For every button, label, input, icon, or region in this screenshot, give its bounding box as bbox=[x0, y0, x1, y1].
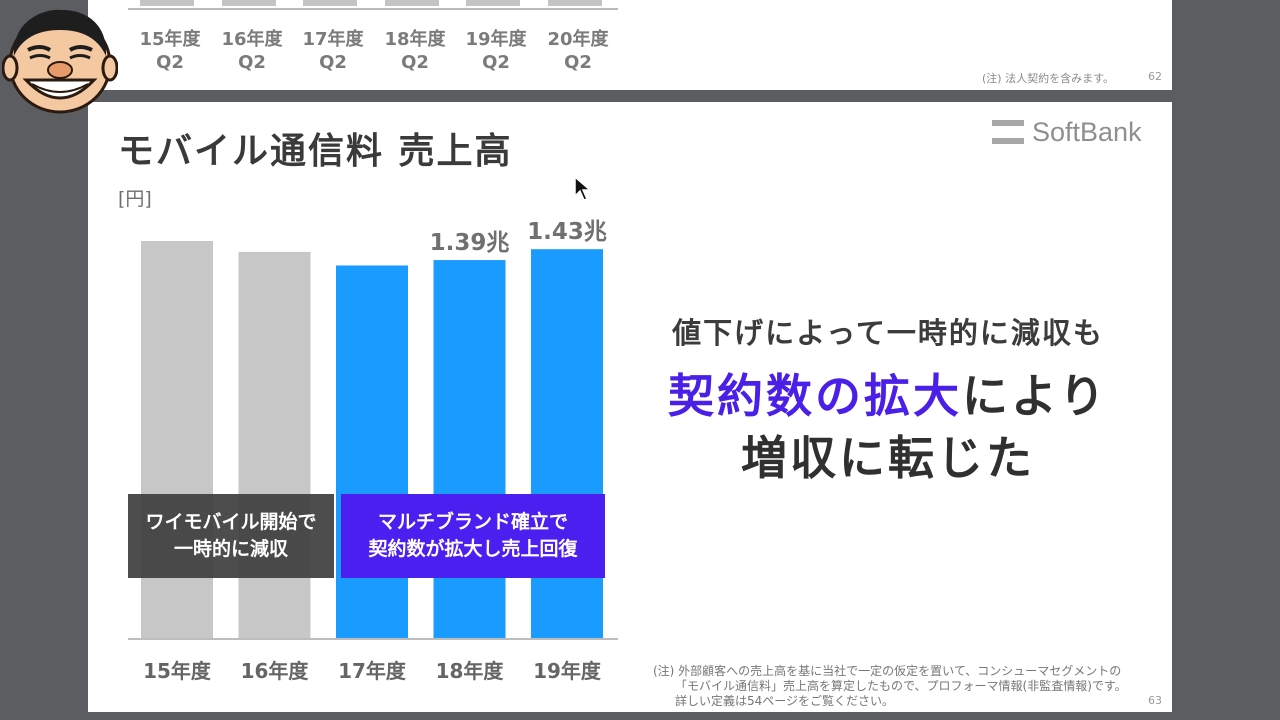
callout-line: 一時的に減収 bbox=[173, 538, 288, 560]
prev-bar bbox=[222, 0, 276, 6]
bar-15年度 bbox=[141, 241, 213, 638]
prev-tick-label: 19年度 Q2 bbox=[465, 29, 527, 73]
prev-bar bbox=[548, 0, 602, 6]
callout-multibrand: マルチブランド確立で 契約数が拡大し売上回復 bbox=[341, 494, 605, 578]
prev-footnote: (注) 法人契約を含みます。 bbox=[982, 72, 1114, 85]
prev-bar bbox=[385, 0, 439, 6]
mouse-pointer-icon bbox=[574, 176, 592, 201]
callout-line: マルチブランド確立で bbox=[377, 511, 568, 533]
prev-bar bbox=[466, 0, 520, 6]
current-slide: モバイル通信料 売上高 SoftBank [円] 15年度 16年度 17年度 18年… bbox=[88, 102, 1172, 712]
footnote: (注) 外部顧客への売上高を基に当社で一定の仮定を置いて、コンシューマセグメント… bbox=[653, 664, 1127, 709]
bar-18年度 bbox=[433, 260, 506, 638]
revenue-bar-chart: 15年度 16年度 17年度 18年度 1.39兆 19年度 1.43兆 bbox=[128, 219, 618, 683]
prev-tick-label: 15年度 Q2 bbox=[139, 29, 201, 73]
y-unit-label: [円] bbox=[118, 188, 152, 210]
previous-slide: 15年度 Q2 16年度 Q2 17年度 Q2 18年度 Q2 19年度 Q2 20年度 Q… bbox=[88, 0, 1172, 90]
prev-tick-label: 16年度 Q2 bbox=[221, 29, 283, 73]
prev-tick-label: 18年度 Q2 bbox=[384, 29, 446, 73]
prev-tick-label: 20年度 Q2 bbox=[547, 29, 609, 73]
bar-17年度 bbox=[336, 265, 408, 638]
footnote-line: 「モバイル通信料」売上高を算定したもので、プロフォーマ情報(非監査情報)です。 bbox=[675, 679, 1127, 693]
presenter-avatar bbox=[2, 9, 118, 114]
prev-tick-label: 17年度 Q2 bbox=[302, 29, 364, 73]
callout-line: ワイモバイル開始で bbox=[145, 511, 317, 533]
softbank-logo-icon bbox=[992, 120, 1024, 144]
slide-title: モバイル通信料 売上高 bbox=[118, 131, 513, 172]
callout-line: 契約数が拡大し売上回復 bbox=[368, 538, 578, 560]
value-label: 1.39兆 bbox=[430, 230, 510, 256]
logo-text: SoftBank bbox=[1032, 116, 1142, 147]
page-number: 63 bbox=[1148, 694, 1162, 707]
footnote-line: 詳しい定義は54ページをご覧ください。 bbox=[675, 694, 895, 708]
bar-16年度 bbox=[238, 251, 311, 638]
prev-bar bbox=[140, 0, 194, 6]
message-highlight: 契約数の拡大 bbox=[667, 369, 962, 423]
message-line-2: 契約数の拡大により bbox=[628, 360, 1148, 426]
x-tick-label: 15年度 bbox=[143, 659, 212, 683]
x-tick-label: 18年度 bbox=[436, 659, 505, 683]
x-tick-label: 17年度 bbox=[338, 659, 407, 683]
prev-page-number: 62 bbox=[1148, 70, 1162, 83]
softbank-logo: SoftBank bbox=[992, 116, 1142, 148]
x-tick-label: 16年度 bbox=[241, 659, 310, 683]
prev-bar bbox=[303, 0, 357, 6]
footnote-line: (注) 外部顧客への売上高を基に当社で一定の仮定を置いて、コンシューマセグメント… bbox=[653, 664, 1122, 678]
x-tick-label: 19年度 bbox=[533, 659, 602, 683]
bar-19年度 bbox=[531, 249, 603, 638]
callout-ymobile: ワイモバイル開始で 一時的に減収 bbox=[128, 494, 334, 578]
value-label: 1.43兆 bbox=[527, 219, 607, 245]
prev-axis-line bbox=[128, 8, 618, 10]
message-line-3: 増収に転じた bbox=[741, 431, 1035, 485]
message-line-2-rest: により bbox=[961, 369, 1109, 423]
message-line-1: 値下げによって一時的に減収も bbox=[672, 316, 1104, 350]
